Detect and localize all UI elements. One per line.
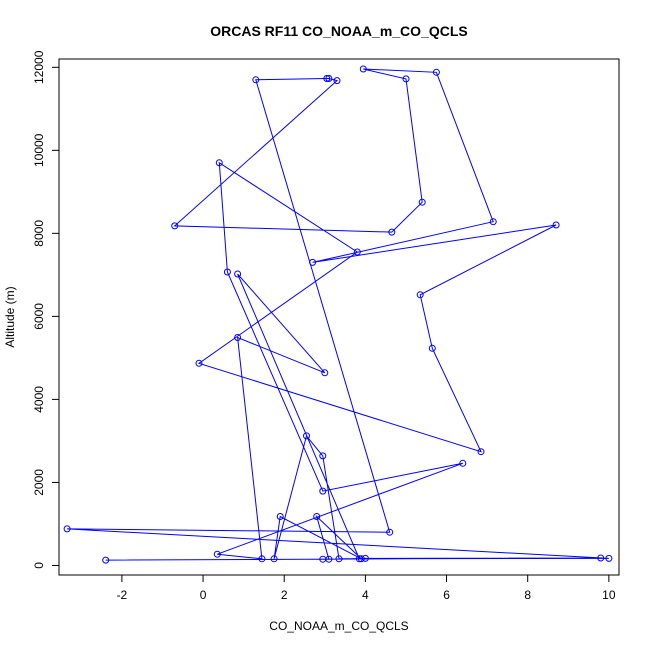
data-point	[195, 359, 203, 367]
x-tick-label: 10	[602, 588, 616, 602]
y-tick-label: 8000	[32, 220, 46, 247]
data-point	[416, 291, 424, 299]
x-tick-label: -2	[117, 588, 128, 602]
data-point	[459, 459, 467, 467]
data-point	[605, 554, 613, 562]
data-point	[489, 218, 497, 226]
data-point	[215, 159, 223, 167]
data-point	[258, 555, 266, 563]
data-point	[552, 221, 560, 229]
x-axis: -2 0 2 4 6 8 10	[117, 575, 616, 602]
plot-frame	[58, 58, 620, 576]
data-point	[321, 369, 329, 377]
data-point	[428, 344, 436, 352]
data-point	[63, 525, 71, 533]
series-line	[67, 68, 609, 561]
x-tick-label: 0	[200, 588, 207, 602]
data-point	[597, 554, 605, 562]
y-axis-label: Altitude (m)	[3, 286, 17, 347]
data-point	[102, 556, 110, 564]
data-point	[432, 68, 440, 76]
data-point	[313, 513, 321, 520]
data-point	[309, 258, 317, 266]
data-point	[359, 65, 367, 73]
data-point	[323, 75, 331, 82]
data-point	[355, 555, 363, 563]
data-point	[303, 432, 310, 440]
data-point	[388, 228, 396, 236]
y-axis: 0 2000 4000 6000 8000 10000 12000	[32, 50, 59, 569]
y-tick-label: 2000	[32, 469, 46, 496]
data-point	[319, 555, 327, 563]
y-tick-label: 4000	[32, 386, 46, 413]
data-point	[270, 555, 278, 563]
data-point	[234, 334, 242, 341]
data-point	[319, 452, 327, 460]
data-point	[252, 76, 260, 84]
data-point	[357, 555, 365, 563]
y-tick-label: 6000	[32, 303, 46, 330]
series-group	[63, 65, 613, 564]
chart-title: ORCAS RF11 CO_NOAA_m_CO_QCLS	[210, 23, 468, 39]
y-tick-label: 12000	[32, 50, 46, 84]
data-point	[386, 528, 394, 536]
x-tick-label: 8	[524, 588, 531, 602]
data-point	[402, 75, 410, 83]
data-point	[234, 270, 242, 278]
data-point	[276, 513, 284, 520]
data-point	[213, 550, 221, 558]
x-axis-label: CO_NOAA_m_CO_QCLS	[269, 619, 408, 633]
data-point	[333, 77, 341, 85]
y-tick-label: 0	[32, 562, 46, 569]
y-tick-label: 10000	[32, 133, 46, 167]
data-point	[319, 487, 327, 495]
x-tick-label: 6	[443, 588, 450, 602]
data-point	[353, 248, 361, 256]
data-point	[223, 268, 231, 276]
data-point	[418, 198, 426, 206]
data-point	[335, 555, 343, 563]
data-point	[477, 448, 485, 456]
data-point	[171, 222, 179, 230]
x-tick-label: 2	[281, 588, 288, 602]
x-tick-label: 4	[362, 588, 369, 602]
data-point	[325, 75, 333, 82]
